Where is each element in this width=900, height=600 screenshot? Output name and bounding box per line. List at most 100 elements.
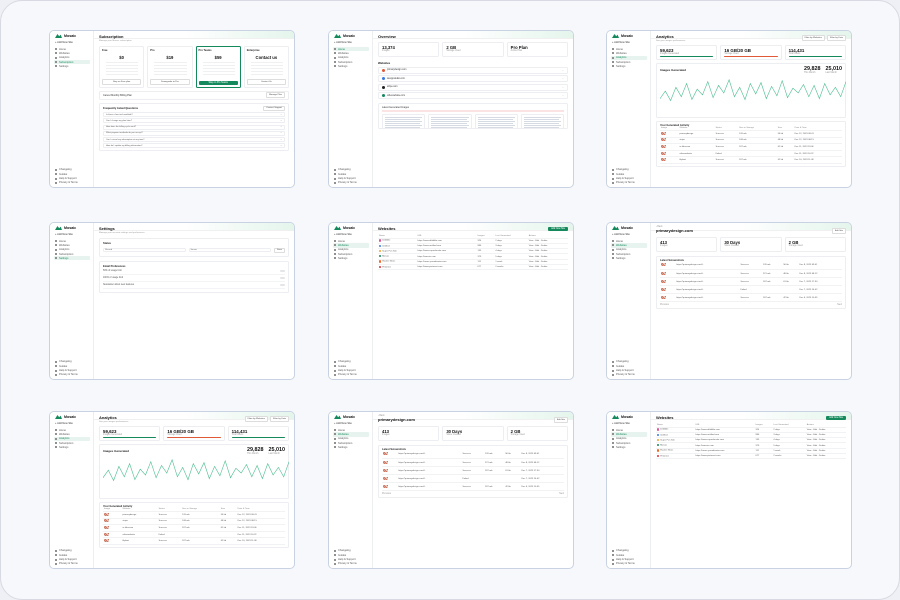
sidebar-link[interactable]: Help & Support bbox=[333, 557, 369, 561]
generated-image[interactable] bbox=[474, 113, 518, 129]
sidebar-link[interactable]: Help & Support bbox=[611, 557, 647, 561]
website-row[interactable]: designstudio.com ⌄ bbox=[378, 75, 568, 83]
table-row[interactable]: https://primarydesign.com/l.. Success 187 … bbox=[382, 482, 564, 492]
faq-item[interactable]: Is there a free trial available? ⌄ bbox=[103, 112, 285, 118]
sidebar-item-settings[interactable]: Settings bbox=[611, 64, 647, 68]
sidebar-link[interactable]: Guides bbox=[611, 172, 647, 176]
table-row[interactable]: https://primarydesign.com/l.. Success 221 … bbox=[660, 269, 842, 279]
table-row[interactable]: flipkart Success 187 mb 42 kb Dec 10, 2023 1… bbox=[660, 156, 842, 165]
generated-image[interactable] bbox=[520, 113, 564, 129]
sidebar-link[interactable]: Changelog bbox=[54, 360, 90, 364]
table-row[interactable]: in.fakecom Success 187 mb 61 kb Dec 11, 2023… bbox=[103, 524, 285, 532]
filter-websites-button[interactable]: Filter by Websites bbox=[244, 415, 268, 422]
previous-button[interactable]: Previous bbox=[660, 304, 669, 307]
sidebar-item-home[interactable]: Home bbox=[54, 428, 90, 432]
generated-image[interactable] bbox=[382, 113, 426, 129]
sidebar-item-websites[interactable]: Websites bbox=[611, 432, 647, 437]
sidebar-item-settings[interactable]: Settings bbox=[611, 256, 647, 260]
next-button[interactable]: Next bbox=[837, 304, 842, 307]
website-row[interactable]: otherwebsite.com ⌄ bbox=[378, 92, 568, 100]
table-row[interactable]: otherwebsite Failed Dec 11, 2023 16:22 bbox=[103, 531, 285, 539]
add-new-site-link[interactable]: + Add New Site bbox=[55, 233, 73, 236]
sidebar-link[interactable]: Privacy & Terms bbox=[333, 562, 369, 566]
sidebar-link[interactable]: Guides bbox=[611, 364, 647, 368]
table-row[interactable]: Mosaic https://mosaic.com 379 5 days View · … bbox=[656, 442, 846, 449]
table-row[interactable]: Untitled https://www.untitled.com 986 3 day… bbox=[378, 243, 568, 250]
table-row[interactable]: in.fakecom Success 187 mb 61 kb Dec 11, 2023… bbox=[660, 143, 842, 151]
table-row[interactable]: Hacker News https://news.ycombinator.com 1… bbox=[378, 259, 568, 265]
sidebar-link[interactable]: Privacy & Terms bbox=[333, 373, 369, 377]
sidebar-item-subscription[interactable]: Subscription bbox=[333, 252, 369, 256]
sidebar-item-settings[interactable]: Settings bbox=[333, 445, 369, 449]
sidebar-item-settings[interactable]: Settings bbox=[333, 64, 369, 68]
sidebar-item-subscription[interactable]: Subscription bbox=[611, 252, 647, 256]
faq-item[interactable]: How does the billing cycle work? ⌄ bbox=[103, 124, 285, 130]
table-row[interactable]: Super Fun Site https://www.superfunsite.c… bbox=[378, 248, 568, 255]
faq-item[interactable]: How do I update my billing information? ⌄ bbox=[103, 143, 285, 149]
sidebar-item-home[interactable]: Home bbox=[611, 47, 647, 51]
row-actions[interactable]: View · Edit · Delete bbox=[527, 259, 568, 265]
pref-toggle[interactable] bbox=[280, 276, 285, 280]
row-actions[interactable]: View · Edit · Delete bbox=[527, 253, 568, 260]
sidebar-link[interactable]: Privacy & Terms bbox=[54, 181, 90, 185]
table-row[interactable]: primarydesign Success 126 mb 56 kb Dec 12, 2… bbox=[660, 130, 842, 138]
table-row[interactable]: https://primarydesign.com/l.. Success 126 … bbox=[382, 450, 564, 460]
sidebar-link[interactable]: Guides bbox=[333, 172, 369, 176]
sidebar-item-websites[interactable]: Websites bbox=[611, 51, 647, 55]
logo[interactable]: Mosaic bbox=[334, 415, 355, 419]
filter-websites-button[interactable]: Filter by Websites bbox=[801, 34, 825, 41]
sidebar-link[interactable]: Help & Support bbox=[54, 176, 90, 180]
table-row[interactable]: flipkart Success 187 mb 42 kb Dec 10, 2023 1… bbox=[103, 537, 285, 546]
add-new-site-link[interactable]: + Add New Site bbox=[334, 422, 352, 425]
manage-plan-button[interactable]: Manage Plan bbox=[266, 92, 285, 98]
logo[interactable]: Mosaic bbox=[612, 415, 633, 419]
sidebar-item-subscription[interactable]: Subscription bbox=[54, 59, 90, 65]
sidebar-item-subscription[interactable]: Subscription bbox=[611, 441, 647, 445]
sidebar-link[interactable]: Changelog bbox=[611, 168, 647, 172]
sidebar-item-analytics[interactable]: Analytics bbox=[333, 248, 369, 252]
logo[interactable]: Mosaic bbox=[55, 415, 76, 419]
sidebar-link[interactable]: Guides bbox=[611, 553, 647, 557]
sidebar-item-settings[interactable]: Settings bbox=[333, 256, 369, 260]
row-actions[interactable]: View · Edit · Delete bbox=[527, 243, 568, 250]
sidebar-link[interactable]: Help & Support bbox=[333, 368, 369, 372]
sidebar-link[interactable]: Privacy & Terms bbox=[611, 181, 647, 185]
sidebar-item-subscription[interactable]: Subscription bbox=[611, 60, 647, 64]
sidebar-item-subscription[interactable]: Subscription bbox=[54, 441, 90, 445]
add-site-button[interactable]: Add New Site bbox=[826, 415, 846, 420]
sidebar-link[interactable]: Guides bbox=[333, 553, 369, 557]
sidebar-item-home[interactable]: Home bbox=[333, 47, 369, 52]
table-row[interactable]: Pinterest https://www.pinterest.com 677 2 w… bbox=[656, 453, 846, 460]
server-field[interactable]: Server bbox=[188, 247, 271, 252]
next-button[interactable]: Next bbox=[559, 493, 564, 496]
plan-cta-button[interactable]: Stay on Pro Teams bbox=[198, 80, 238, 85]
sidebar-item-websites[interactable]: Websites bbox=[54, 243, 90, 247]
back-link[interactable]: ‹ Back bbox=[378, 415, 385, 417]
row-actions[interactable]: View · Edit · Delete bbox=[805, 437, 846, 444]
sidebar-link[interactable]: Changelog bbox=[611, 549, 647, 553]
table-row[interactable]: https://primarydesign.com/l.. Success 187 … bbox=[660, 277, 842, 287]
table-row[interactable]: https://primarydesign.com/l.. Success 221 … bbox=[382, 458, 564, 468]
row-actions[interactable]: View · Edit · Delete bbox=[527, 238, 568, 244]
pref-toggle[interactable] bbox=[280, 283, 285, 287]
logo[interactable]: Mosaic bbox=[55, 226, 76, 230]
sidebar-item-subscription[interactable]: Subscription bbox=[333, 441, 369, 445]
logo[interactable]: Mosaic bbox=[612, 34, 633, 38]
table-row[interactable]: https://primarydesign.com/l.. Success 126 … bbox=[660, 261, 842, 271]
sidebar-link[interactable]: Guides bbox=[54, 553, 90, 557]
sidebar-link[interactable]: Privacy & Terms bbox=[54, 562, 90, 566]
table-row[interactable]: Super Fun Site https://www.superfunsite.c… bbox=[656, 437, 846, 444]
sidebar-link[interactable]: Guides bbox=[333, 364, 369, 368]
add-new-site-link[interactable]: + Add New Site bbox=[334, 233, 352, 236]
shared-field[interactable]: Shared bbox=[103, 247, 186, 252]
sidebar-item-home[interactable]: Home bbox=[611, 428, 647, 432]
faq-item[interactable]: What payment methods do you accept? ⌄ bbox=[103, 130, 285, 136]
sidebar-link[interactable]: Help & Support bbox=[611, 176, 647, 180]
website-row[interactable]: primarydesign.com ⌄ bbox=[378, 66, 568, 74]
filter-date-button[interactable]: Filter by Date bbox=[826, 34, 846, 41]
previous-button[interactable]: Previous bbox=[382, 493, 391, 496]
sidebar-item-websites[interactable]: Websites bbox=[333, 243, 369, 248]
table-row[interactable]: https://primarydesign.com/l.. Success 187 … bbox=[660, 293, 842, 303]
table-row[interactable]: Mosaic https://mosaic.com 379 5 days View · … bbox=[378, 253, 568, 260]
row-actions[interactable]: View · Edit · Delete bbox=[805, 442, 846, 449]
